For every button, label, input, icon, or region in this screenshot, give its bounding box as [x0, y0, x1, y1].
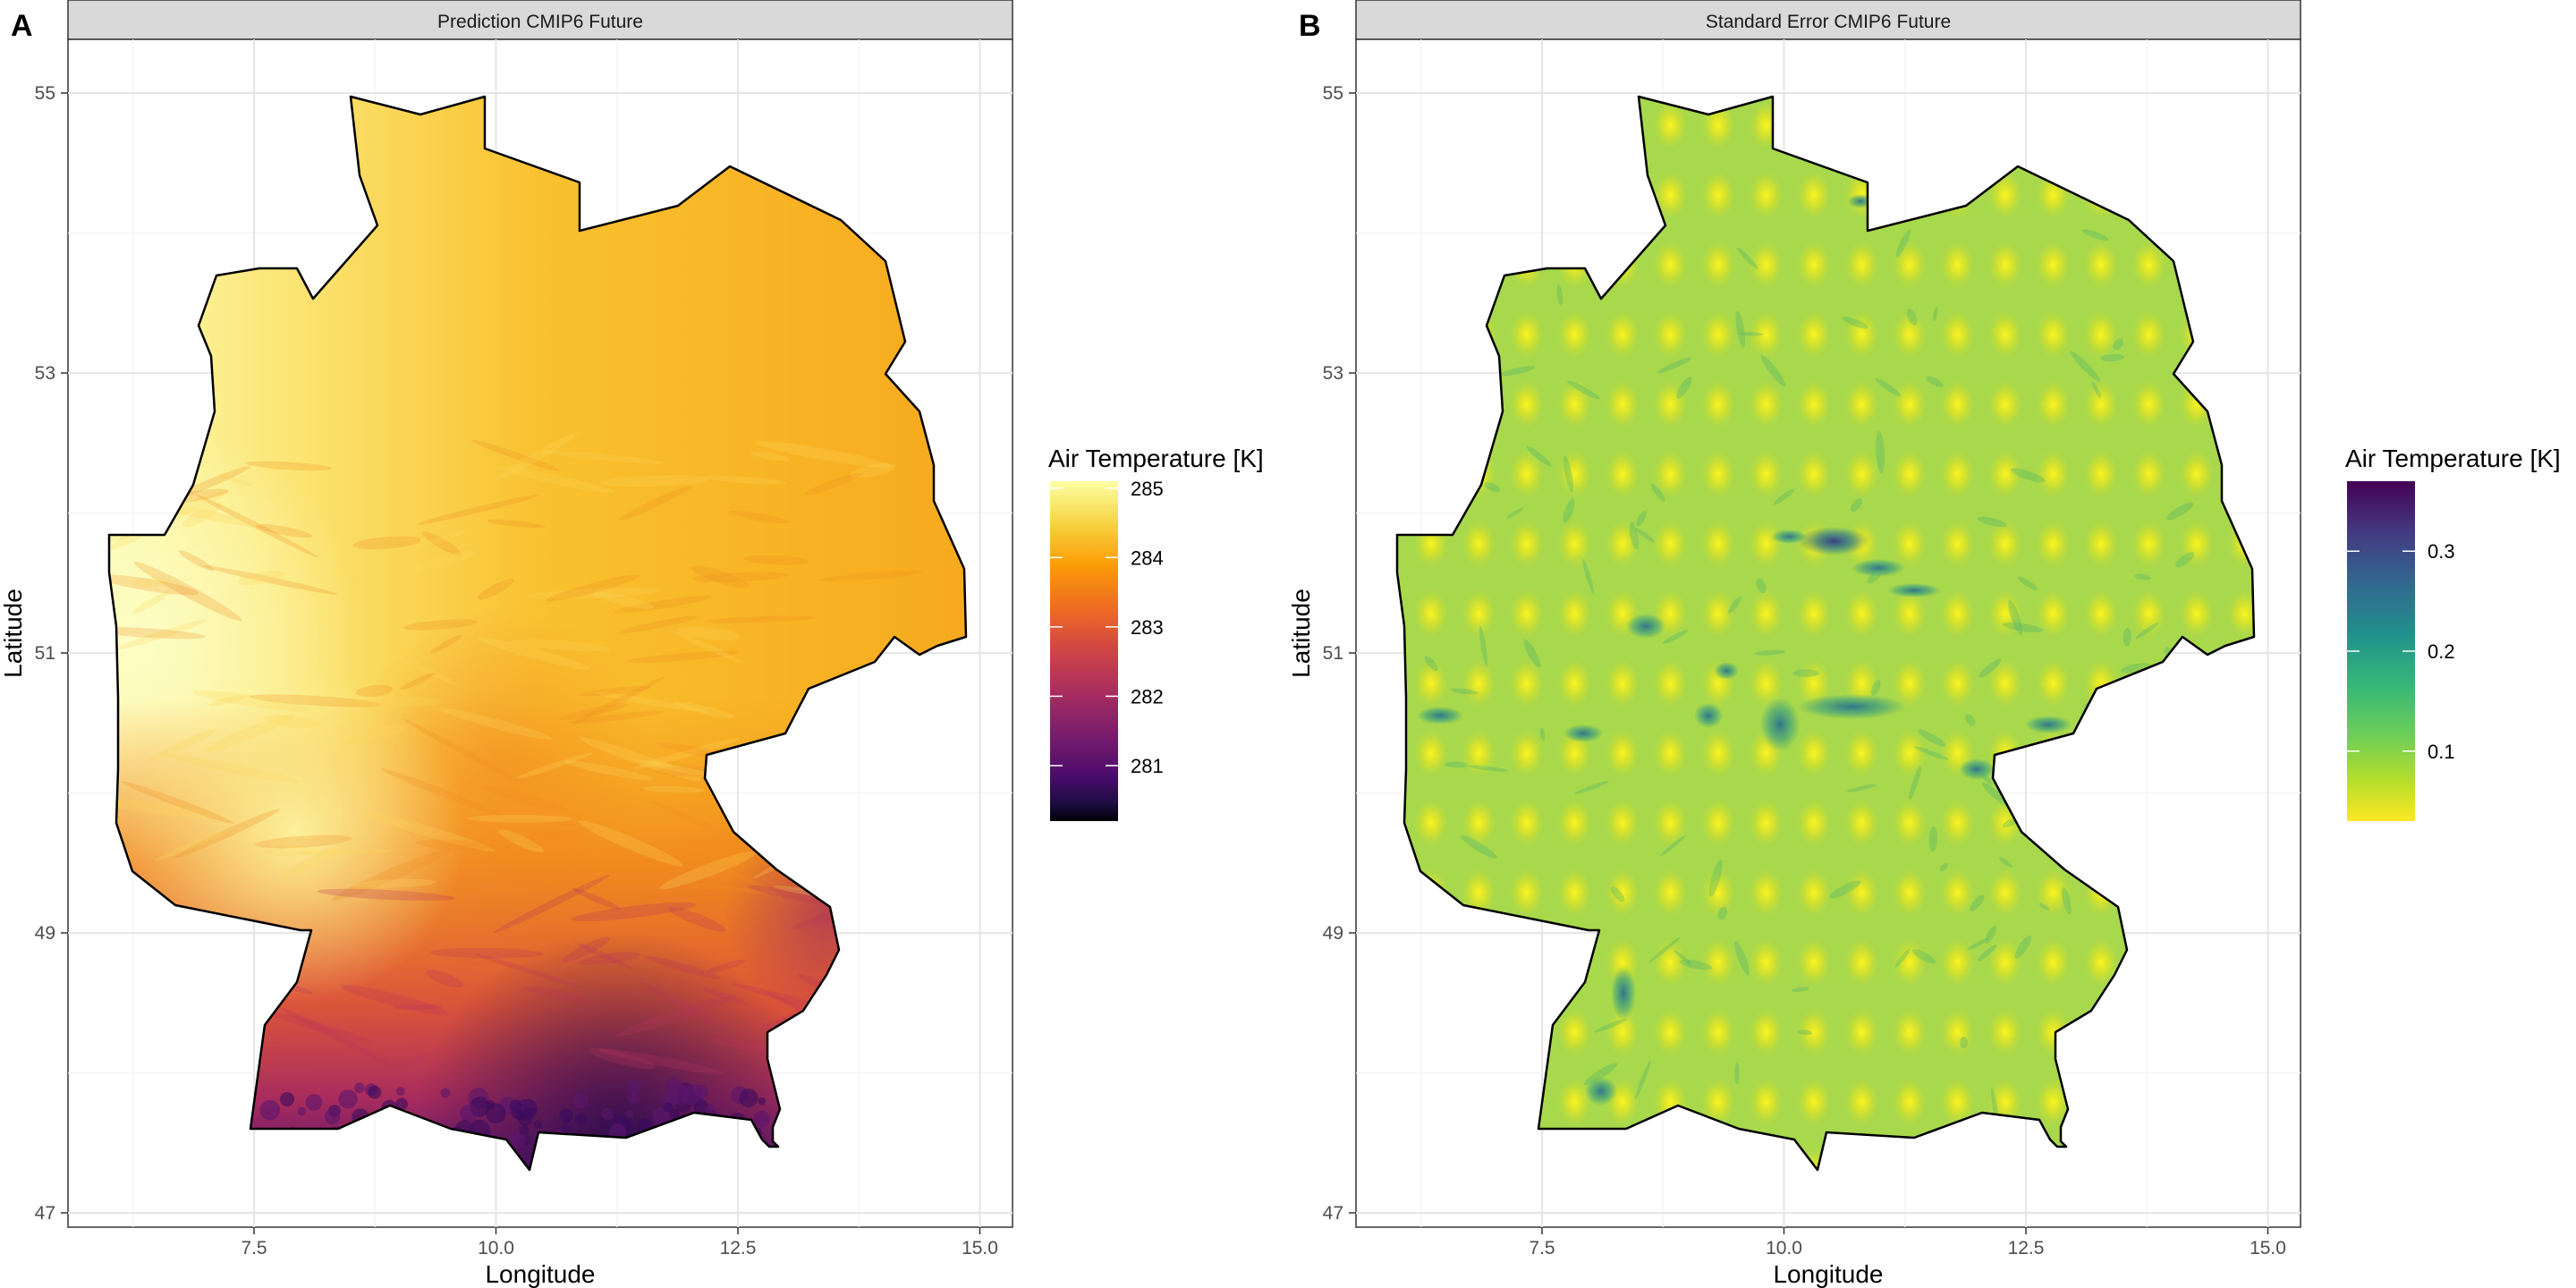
panel-b-strip — [1355, 0, 2301, 40]
y-tick-label: 55 — [1323, 83, 1343, 104]
x-tick-label: 10.0 — [1766, 1238, 1802, 1258]
panel-b-legend: Air Temperature [K] 0.3 0.2 0.1 — [2345, 445, 2561, 821]
x-tick-label: 7.5 — [1529, 1238, 1555, 1258]
legend-tick-label: 284 — [1131, 547, 1164, 569]
x-tick-label: 15.0 — [2250, 1238, 2286, 1258]
panel-a-axes: 7.5 10.0 12.5 15.0 55 53 51 49 47 — [35, 83, 998, 1258]
panel-a-legend-title: Air Temperature [K] — [1048, 445, 1264, 472]
panel-a-x-label: Longitude — [485, 1260, 595, 1288]
panel-b: B Standard Error CMIP6 Future 7.5 10.0 12.… — [1287, 0, 2561, 1288]
panel-b-x-label: Longitude — [1773, 1260, 1883, 1288]
legend-tick-label: 0.3 — [2428, 540, 2455, 563]
x-tick-label: 12.5 — [720, 1238, 757, 1258]
legend-tick-label: 0.2 — [2428, 640, 2455, 663]
panel-b-axes: 7.5 10.0 12.5 15.0 55 53 51 49 47 — [1323, 83, 2286, 1258]
y-tick-label: 49 — [1323, 923, 1343, 944]
y-tick-label: 51 — [1323, 643, 1343, 664]
panel-a-legend: Air Temperature [K] 285 284 283 282 281 — [1048, 445, 1264, 821]
x-tick-label: 10.0 — [478, 1238, 514, 1258]
x-tick-label: 12.5 — [2008, 1238, 2045, 1258]
x-tick-label: 7.5 — [241, 1238, 267, 1258]
panel-b-tag: B — [1299, 9, 1321, 43]
panel-a-colorbar — [1050, 481, 1118, 821]
y-tick-label: 55 — [35, 83, 55, 104]
y-tick-label: 53 — [35, 363, 55, 384]
panel-a-strip — [67, 0, 1013, 40]
panel-a: A Prediction CMIP6 Future 7.5 10.0 12.5 15.… — [0, 0, 1264, 1288]
legend-tick-label: 282 — [1131, 685, 1164, 708]
panel-b-germany-outline — [1395, 95, 2256, 1172]
legend-tick-label: 285 — [1131, 478, 1164, 500]
panel-b-y-label: Latitude — [1287, 589, 1315, 678]
legend-tick-label: 0.1 — [2428, 741, 2455, 763]
panel-b-legend-title: Air Temperature [K] — [2345, 445, 2561, 472]
panel-a-y-label: Latitude — [0, 589, 27, 678]
panel-a-tag: A — [11, 9, 33, 43]
x-tick-label: 15.0 — [962, 1238, 998, 1258]
legend-tick-label: 281 — [1131, 755, 1164, 777]
y-tick-label: 49 — [35, 923, 55, 944]
y-tick-label: 47 — [35, 1203, 55, 1224]
panel-b-strip-title: Standard Error CMIP6 Future — [1706, 12, 1951, 32]
y-tick-label: 53 — [1323, 363, 1343, 384]
panel-a-strip-title: Prediction CMIP6 Future — [437, 12, 643, 32]
panel-a-germany-outline — [107, 95, 968, 1172]
y-tick-label: 51 — [35, 643, 55, 664]
legend-tick-label: 283 — [1131, 616, 1164, 639]
y-tick-label: 47 — [1323, 1203, 1343, 1224]
